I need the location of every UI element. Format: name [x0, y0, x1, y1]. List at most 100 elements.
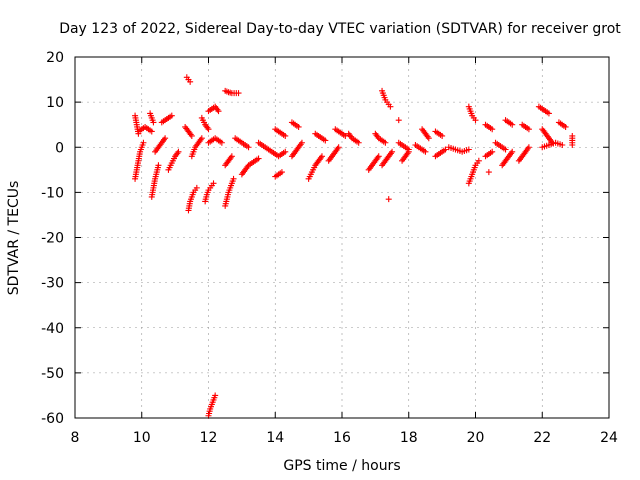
series-arc-42: [419, 126, 432, 142]
data-point: [255, 155, 262, 162]
y-tick-label: 20: [46, 50, 64, 66]
data-point: [375, 153, 382, 160]
series-arc-37: [385, 196, 392, 203]
data-point: [489, 148, 496, 155]
y-axis-label: SDTVAR / TECUs: [6, 181, 22, 296]
y-tick-label: -20: [41, 231, 64, 247]
data-point: [509, 121, 516, 128]
series-arc-48: [482, 148, 496, 160]
x-tick-label: 8: [71, 430, 80, 446]
series-arc-36: [379, 148, 396, 169]
data-point: [228, 153, 235, 160]
data-point: [155, 162, 162, 169]
axis-ticks: 8 10 12 14 16 18 20 22 24 -60 -50 -40 -30 -20 -10 0 10 20: [41, 50, 618, 446]
data-point: [525, 144, 532, 151]
grid-lines: [75, 57, 609, 418]
data-point: [282, 132, 289, 139]
plot-frame: [74, 56, 610, 419]
series-arc-50: [482, 121, 496, 133]
y-tick-label: 0: [55, 140, 64, 156]
y-tick-label: -40: [41, 321, 64, 337]
data-point: [193, 184, 200, 191]
x-tick-label: 24: [600, 430, 618, 446]
series-arc-15: [205, 392, 219, 419]
data-point: [175, 148, 182, 155]
data-point: [150, 119, 157, 126]
series-arc-11: [182, 123, 195, 139]
series-arc-5: [147, 110, 157, 126]
series-arc-54: [519, 121, 532, 133]
data-point: [485, 169, 492, 176]
data-point: [168, 112, 175, 119]
series-arc-45: [445, 144, 472, 155]
x-tick-label: 22: [533, 430, 551, 446]
data-point: [405, 148, 412, 155]
data-point: [489, 126, 496, 133]
series-arc-9: [183, 74, 194, 85]
x-tick-label: 12: [200, 430, 218, 446]
series-arc-53: [502, 117, 516, 128]
data-point: [148, 128, 155, 135]
series-arc-14: [202, 180, 217, 205]
data-point: [230, 175, 237, 182]
series-arc-1: [132, 139, 147, 182]
series-arc-38: [395, 117, 402, 124]
data-point: [215, 108, 222, 115]
series-arc-28: [305, 153, 325, 182]
series-arc-40: [399, 148, 412, 164]
series-arc-23: [255, 139, 289, 160]
series-arc-35: [379, 87, 394, 110]
series-arc-47: [465, 103, 479, 124]
data-point: [382, 139, 389, 146]
series-arc-34: [372, 130, 389, 146]
x-tick-label: 18: [400, 430, 418, 446]
data-point: [245, 144, 252, 151]
data-point: [210, 180, 217, 187]
y-tick-label: 10: [46, 95, 64, 111]
data-point: [187, 78, 194, 85]
data-point: [425, 135, 432, 142]
series-arc-39: [395, 139, 412, 153]
series-arc-30: [325, 144, 342, 164]
series-arc-52: [499, 148, 516, 169]
chart-title: Day 123 of 2022, Sidereal Day-to-day VTE…: [59, 21, 621, 37]
data-point: [355, 139, 362, 146]
series-arc-10: [185, 184, 200, 214]
x-tick-label: 20: [467, 430, 485, 446]
series-arc-24: [272, 169, 285, 180]
x-axis-label: GPS time / hours: [283, 458, 400, 474]
series-arc-4: [148, 162, 162, 200]
series-arc-8: [165, 148, 182, 173]
data-point: [389, 148, 396, 155]
data-point: [282, 148, 289, 155]
series-arc-33: [365, 153, 382, 173]
data-point: [472, 117, 479, 124]
x-tick-label: 16: [333, 430, 351, 446]
data-point: [212, 392, 219, 399]
series-arc-22: [238, 155, 262, 178]
series-arc-19: [222, 87, 242, 97]
series-arc-49: [485, 169, 492, 176]
series-arc-44: [432, 146, 449, 160]
data-point: [569, 141, 576, 148]
data-point: [562, 123, 569, 130]
series-arc-13: [198, 114, 212, 133]
series-arc-32: [345, 130, 362, 146]
data-point: [442, 146, 449, 153]
data-point: [295, 123, 302, 130]
series-arc-3: [135, 123, 155, 135]
data-point: [559, 141, 566, 148]
data-point: [322, 137, 329, 144]
data-point: [218, 139, 225, 146]
data-point: [188, 132, 195, 139]
series-arc-12: [188, 135, 205, 160]
series-arc-43: [432, 128, 446, 139]
x-tick-label: 10: [133, 430, 151, 446]
data-point: [465, 146, 472, 153]
data-point: [545, 110, 552, 117]
data-point: [422, 148, 429, 155]
series-arc-17: [205, 135, 225, 146]
data-point: [298, 139, 305, 146]
y-tick-label: -50: [41, 366, 64, 382]
y-tick-label: -10: [41, 185, 64, 201]
